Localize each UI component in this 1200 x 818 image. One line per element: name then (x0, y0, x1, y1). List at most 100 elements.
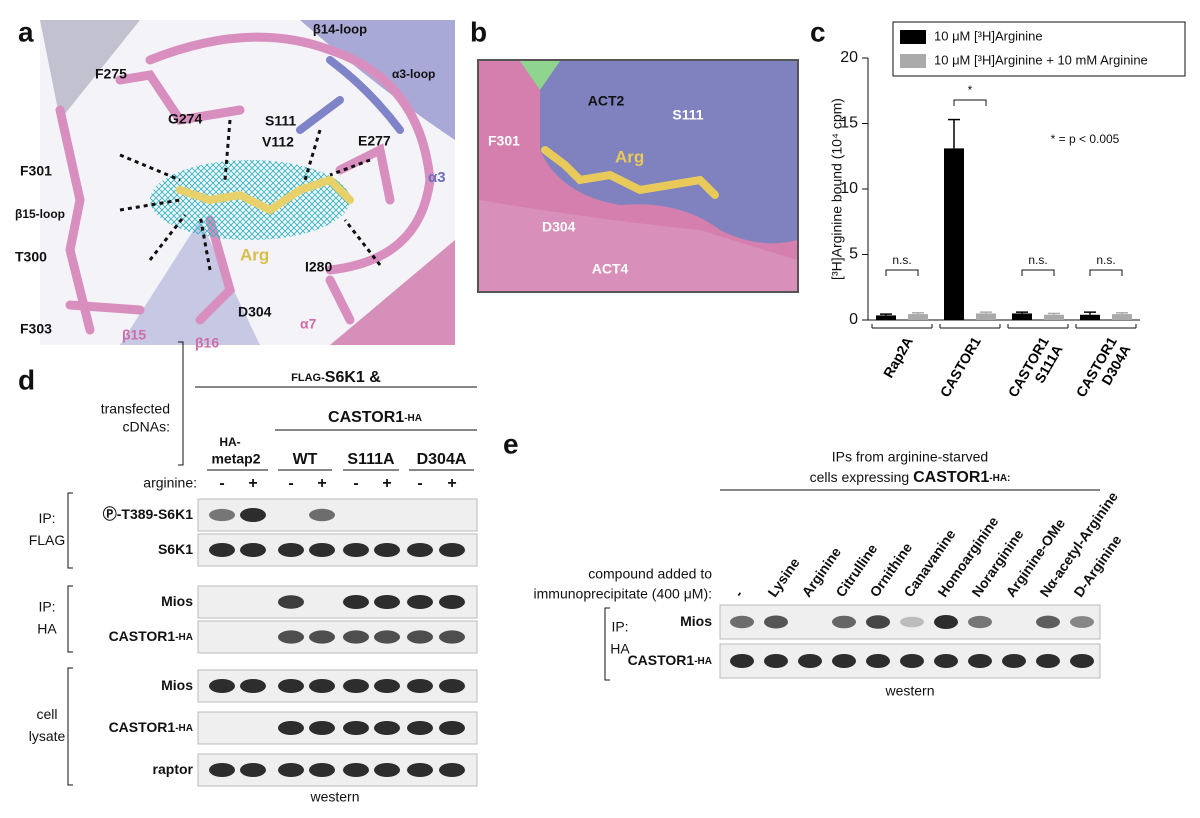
band (309, 679, 335, 693)
bar (976, 313, 996, 320)
band (1070, 616, 1094, 628)
label: S111 (265, 113, 296, 129)
label: CASTOR1 (109, 719, 176, 735)
band (439, 543, 465, 557)
structure-image (40, 20, 455, 345)
band (278, 763, 304, 777)
label: α3-loop (392, 67, 435, 81)
label: T300 (15, 249, 47, 265)
sign: - (417, 475, 422, 492)
label: β16 (195, 335, 219, 351)
bar (1044, 314, 1064, 320)
panel-letter: c (810, 16, 826, 47)
band (374, 721, 400, 735)
label: E277 (358, 133, 391, 149)
label: α3 (428, 169, 446, 186)
row-label: CASTOR1-HA (628, 652, 712, 668)
band (439, 763, 465, 777)
band (407, 543, 433, 557)
band (730, 654, 754, 668)
legend-swatch (900, 30, 926, 44)
label: HA- (219, 435, 240, 449)
band (1070, 654, 1094, 668)
band (209, 679, 235, 693)
label: CASTOR1 (628, 652, 695, 668)
bracket (178, 341, 184, 466)
tag: -HA (175, 632, 193, 643)
blot (197, 669, 478, 703)
row-label: raptor (153, 761, 194, 777)
label: I280 (305, 259, 332, 275)
lane-group: D304A (417, 451, 467, 468)
band (209, 763, 235, 777)
band (278, 679, 304, 693)
label: G274 (168, 111, 202, 127)
header-tag: -HA: (989, 473, 1010, 484)
band (900, 654, 924, 668)
band (343, 543, 369, 557)
label: Ⓟ-T389-S6K1 (103, 506, 193, 522)
legend-entry: 10 μM [³H]Arginine + 10 mM Arginine (934, 52, 1148, 67)
band (1002, 654, 1026, 668)
block-label: HA (37, 621, 57, 637)
sign: - (219, 475, 224, 492)
band (866, 654, 890, 668)
row-label: CASTOR1-HA (109, 719, 193, 735)
label: HA (610, 641, 630, 657)
band (309, 508, 335, 522)
tag: FLAG- (291, 372, 325, 384)
label: F301 (488, 133, 520, 149)
label: Mios (680, 613, 712, 629)
block-label: lysate (29, 728, 66, 744)
y-tick-label: 10 (840, 180, 858, 197)
band (240, 679, 266, 693)
header-text: cells expressing (810, 469, 914, 485)
blot (197, 533, 478, 567)
row-label: S6K1 (158, 541, 193, 557)
band (309, 721, 335, 735)
block-label: IP: (38, 599, 55, 615)
label: D304 (542, 219, 576, 235)
bar (1012, 313, 1032, 320)
label: ACT2 (588, 93, 625, 109)
label: S111 (672, 107, 703, 123)
band (934, 654, 958, 668)
bracket (67, 667, 73, 786)
band (278, 721, 304, 735)
label: β15 (122, 327, 146, 343)
band (439, 630, 465, 644)
group: CASTOR1-HA (328, 409, 422, 426)
row-label: Mios (161, 593, 193, 609)
label: compound added to (588, 566, 712, 582)
legend-box (892, 21, 1186, 77)
label: cDNAs: (123, 419, 170, 435)
bar (1080, 314, 1100, 320)
band (439, 721, 465, 735)
band (309, 630, 335, 644)
name: S6K1 & (325, 369, 381, 386)
band (374, 595, 400, 609)
blot (197, 620, 478, 654)
band (866, 615, 890, 629)
band (240, 543, 266, 557)
significance-bracket (885, 269, 919, 276)
structure-labels: β14-loop F275 α3-loop S111 G274 V112 E27… (15, 21, 446, 350)
y-tick-label: 20 (840, 49, 858, 66)
bracket (67, 585, 73, 653)
row-label: Ⓟ-T389-S6K1 (103, 506, 193, 522)
lane-group: S111A (347, 451, 395, 468)
row-label: Mios (161, 677, 193, 693)
band (374, 543, 400, 557)
blot (197, 753, 478, 787)
compound: - (730, 587, 746, 600)
label: D304 (238, 304, 272, 320)
label: ACT4 (592, 261, 629, 277)
band (1036, 615, 1060, 629)
label: F303 (20, 321, 52, 337)
bracket (67, 492, 73, 569)
band (209, 543, 235, 557)
panel-letter: d (18, 364, 35, 395)
band (730, 615, 754, 629)
surface-image (477, 59, 799, 293)
